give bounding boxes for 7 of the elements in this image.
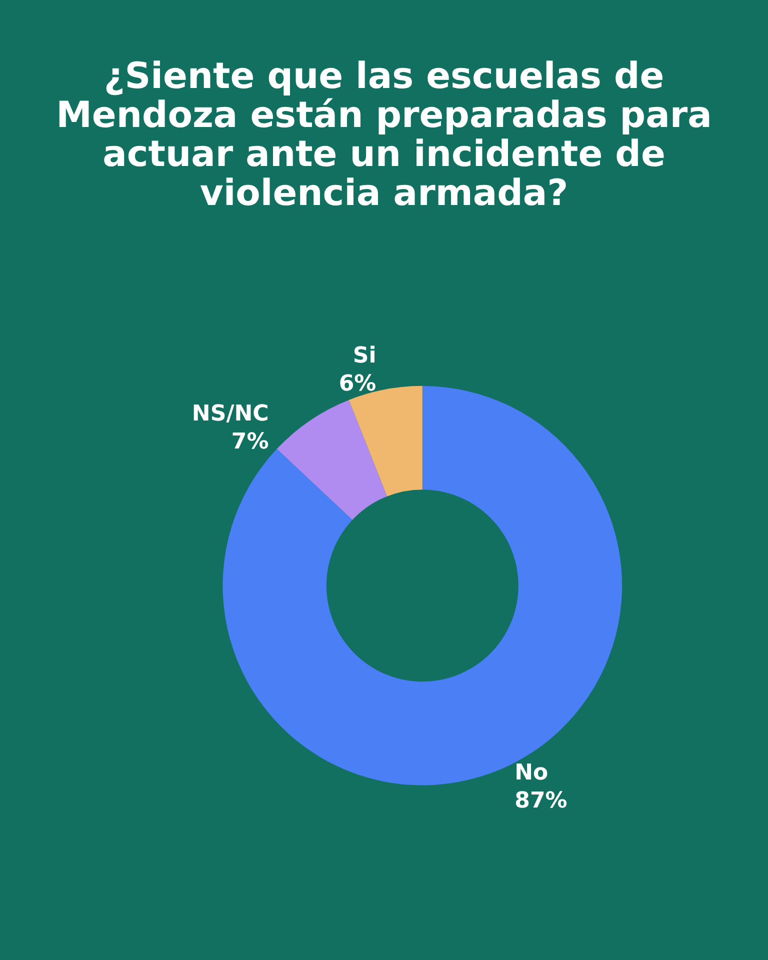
slice-label: No: [514, 760, 548, 786]
data-label: 6%: [338, 371, 376, 396]
slice-label: Si: [352, 343, 376, 368]
slice-label: NS/NC: [192, 401, 269, 426]
chart-title: ¿Siente que las escuelas de Mendoza están preparadas para actuar ante un incidente de violencia armada?: [55, 56, 713, 214]
data-label: 7%: [231, 429, 269, 454]
data-label: 87%: [514, 788, 568, 814]
